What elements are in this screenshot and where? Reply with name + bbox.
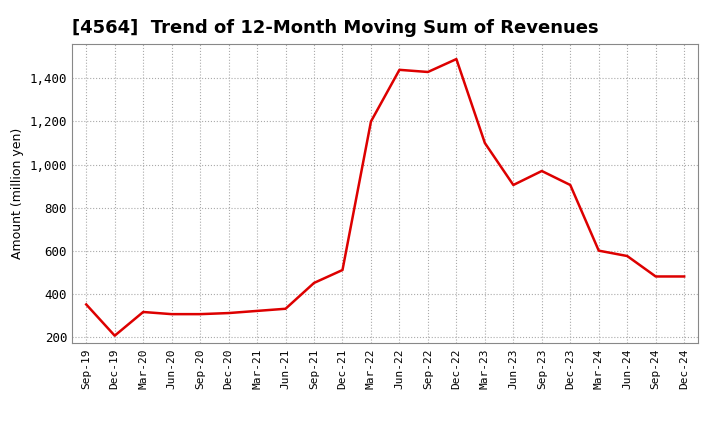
Y-axis label: Amount (million yen): Amount (million yen) [11,128,24,259]
Text: [4564]  Trend of 12-Month Moving Sum of Revenues: [4564] Trend of 12-Month Moving Sum of R… [72,19,598,37]
